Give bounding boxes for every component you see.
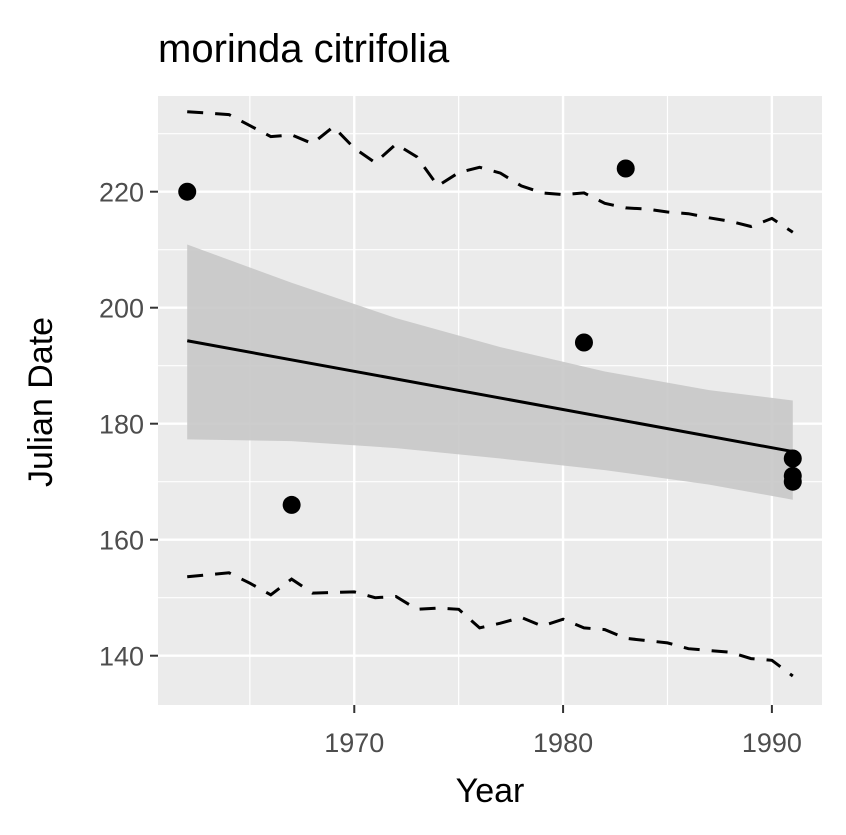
x-tick-labels: 1970 1980 1990 (324, 728, 802, 758)
trend-line (186, 339, 794, 454)
y-tick-label: 160 (99, 526, 144, 556)
x-tick-label: 1970 (324, 728, 384, 758)
y-axis-title: Julian Date (22, 317, 60, 487)
x-axis-title: Year (456, 772, 525, 810)
data-point (574, 333, 593, 352)
data-point (178, 182, 197, 201)
data-point (616, 159, 635, 178)
confidence-band (187, 244, 793, 500)
upper-dashed-line (187, 110, 794, 234)
lower-dashed-line (187, 571, 794, 678)
data-point (783, 449, 802, 468)
x-tick-label: 1980 (533, 728, 593, 758)
data-point (783, 472, 802, 491)
y-tick-labels: 140 160 180 200 220 (99, 178, 144, 672)
chart-title: morinda citrifolia (158, 27, 450, 71)
data-points (178, 159, 802, 514)
y-tick-label: 200 (99, 294, 144, 324)
y-tick-label: 140 (99, 642, 144, 672)
y-tick-label: 220 (99, 178, 144, 208)
axis-ticks (150, 190, 773, 713)
x-tick-label: 1990 (742, 728, 802, 758)
y-tick-label: 180 (99, 410, 144, 440)
data-point (282, 495, 301, 514)
